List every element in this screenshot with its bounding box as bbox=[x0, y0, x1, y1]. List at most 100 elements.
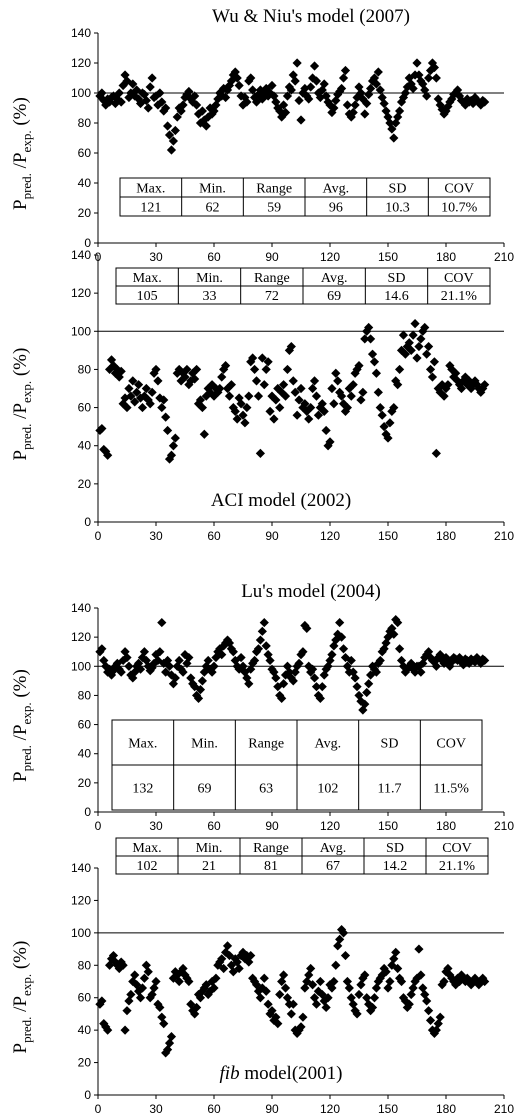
data-point bbox=[259, 380, 269, 390]
data-point bbox=[422, 996, 432, 1006]
data-point bbox=[232, 661, 242, 671]
data-point bbox=[356, 88, 366, 98]
stats-value: 67 bbox=[326, 859, 340, 874]
data-point bbox=[137, 983, 148, 993]
data-point bbox=[338, 928, 349, 938]
data-point bbox=[385, 418, 395, 428]
data-point bbox=[425, 364, 436, 375]
data-point bbox=[315, 92, 325, 103]
data-point bbox=[255, 993, 265, 1003]
data-point bbox=[331, 95, 341, 106]
data-point bbox=[230, 406, 240, 416]
data-point bbox=[302, 406, 312, 416]
data-point bbox=[381, 967, 391, 977]
data-point bbox=[217, 372, 227, 382]
data-point bbox=[166, 145, 177, 155]
data-point bbox=[480, 97, 490, 107]
data-point bbox=[122, 402, 132, 413]
data-point bbox=[176, 106, 186, 116]
data-point bbox=[201, 121, 211, 131]
x-tick-label: 180 bbox=[436, 529, 456, 543]
data-point bbox=[101, 446, 111, 457]
data-point bbox=[311, 391, 322, 401]
data-point bbox=[164, 130, 175, 140]
data-point bbox=[342, 100, 352, 110]
data-point bbox=[464, 376, 474, 386]
data-point bbox=[431, 1025, 441, 1035]
data-point bbox=[395, 973, 405, 983]
stats-header: Avg. bbox=[315, 737, 342, 752]
x-tick-label: 210 bbox=[494, 529, 514, 543]
data-point bbox=[128, 673, 138, 683]
data-point bbox=[275, 402, 285, 413]
data-point bbox=[97, 644, 107, 654]
y-axis-label-part: (%) bbox=[10, 669, 31, 702]
data-point bbox=[155, 88, 165, 98]
data-point bbox=[416, 76, 426, 86]
data-point bbox=[381, 106, 391, 116]
data-point bbox=[180, 92, 190, 103]
data-point bbox=[389, 402, 399, 413]
data-point bbox=[358, 973, 368, 983]
data-point bbox=[228, 70, 238, 80]
data-point bbox=[159, 1019, 169, 1029]
data-point bbox=[161, 103, 171, 113]
data-point bbox=[161, 412, 171, 422]
y-tick-label: 80 bbox=[78, 958, 92, 972]
data-point bbox=[284, 82, 294, 92]
data-point bbox=[277, 387, 287, 397]
stats-header: Max. bbox=[136, 182, 165, 197]
data-point bbox=[294, 1025, 304, 1035]
data-point bbox=[265, 655, 275, 666]
data-point bbox=[371, 368, 381, 378]
data-point bbox=[279, 380, 289, 390]
data-point bbox=[211, 100, 221, 110]
data-point bbox=[429, 1028, 439, 1038]
data-point bbox=[279, 970, 289, 980]
data-point bbox=[232, 957, 242, 967]
data-point bbox=[400, 996, 410, 1006]
y-axis-label-part: exp. bbox=[19, 974, 34, 996]
data-point bbox=[429, 357, 439, 367]
data-point bbox=[296, 383, 306, 394]
data-point bbox=[222, 635, 233, 645]
data-point bbox=[122, 652, 132, 663]
data-point bbox=[238, 947, 248, 957]
stats-value: 81 bbox=[264, 859, 278, 874]
x-tick-label: 30 bbox=[149, 250, 163, 264]
y-axis-label: Ppred. /Pexp. (%) bbox=[10, 348, 34, 461]
data-point bbox=[265, 406, 275, 416]
data-point bbox=[273, 1019, 283, 1029]
stats-value: 132 bbox=[132, 782, 153, 797]
data-point bbox=[313, 690, 323, 701]
data-point bbox=[163, 121, 173, 131]
stats-value: 14.6 bbox=[384, 289, 409, 304]
data-point bbox=[110, 957, 120, 967]
data-point bbox=[396, 976, 407, 987]
y-tick-label: 60 bbox=[78, 718, 92, 732]
data-point bbox=[151, 364, 161, 375]
data-point bbox=[439, 109, 449, 119]
data-point bbox=[350, 673, 360, 683]
data-point bbox=[366, 670, 376, 680]
data-point bbox=[221, 92, 231, 103]
data-point bbox=[480, 380, 490, 390]
data-point bbox=[360, 109, 370, 119]
data-point bbox=[120, 70, 130, 80]
stats-value: 14.2 bbox=[383, 859, 408, 874]
y-tick-label: 0 bbox=[84, 236, 91, 250]
y-axis-label-part: exp. bbox=[19, 702, 34, 724]
x-tick-label: 150 bbox=[378, 529, 398, 543]
stats-header: Min. bbox=[196, 271, 223, 286]
y-tick-label: 20 bbox=[78, 776, 92, 790]
data-point bbox=[101, 100, 111, 110]
data-point bbox=[458, 660, 468, 670]
data-point bbox=[224, 80, 235, 91]
data-point bbox=[135, 993, 146, 1003]
data-point bbox=[327, 983, 337, 993]
data-point bbox=[286, 85, 296, 95]
data-point bbox=[300, 83, 310, 94]
data-point bbox=[97, 423, 107, 434]
data-point bbox=[116, 97, 126, 107]
data-point bbox=[226, 380, 236, 390]
